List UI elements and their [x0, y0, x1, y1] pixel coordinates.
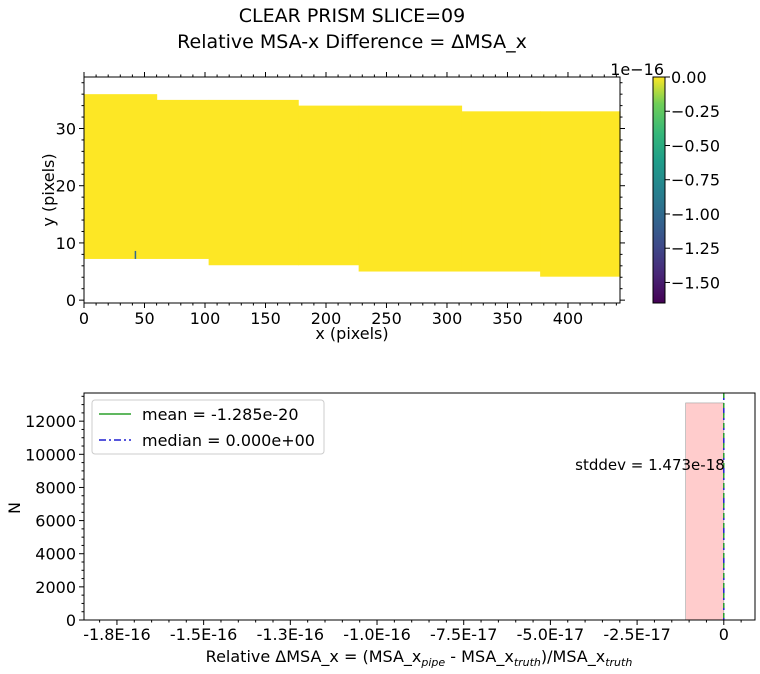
figure-title-line2: Relative MSA-x Difference = ΔMSA_x [177, 31, 527, 53]
histogram-x-tick-label: -1.3E-16 [257, 625, 324, 644]
heatmap-segment-5 [461, 111, 541, 272]
colorbar-ticks: 0.00 −0.25 −0.50 −0.75 −1.00 −1.25 −1.50 [665, 68, 720, 292]
histogram-legend: mean = -1.285e-20 median = 0.000e+00 [91, 399, 325, 455]
heatmap-x-tick-label: 50 [134, 309, 154, 328]
colorbar-gradient [652, 76, 666, 304]
heatmap-x-label: x (pixels) [315, 324, 388, 343]
xlabel-sub1: pipe [420, 656, 445, 669]
xlabel-main: Relative ΔMSA_x = (MSA_x [206, 647, 422, 667]
histogram-x-tick-label: -1.0E-16 [343, 625, 410, 644]
colorbar-tick-label: 0.00 [671, 68, 707, 87]
colorbar: 0.00 −0.25 −0.50 −0.75 −1.00 −1.25 −1.50 1e−16 [610, 60, 720, 304]
histogram-x-label: Relative ΔMSA_x = (MSA_xpipe - MSA_xtrut… [206, 647, 633, 669]
heatmap-panel: 0 50 100 150 200 250 300 350 400 0 10 20 30 x (pixe… [39, 72, 625, 343]
colorbar-tick-label: −1.50 [671, 273, 720, 292]
heatmap-x-ticks: 0 50 100 150 200 250 300 350 400 [79, 72, 617, 328]
heatmap-x-tick-label: 400 [553, 309, 584, 328]
heatmap-x-tick-label: 100 [190, 309, 221, 328]
xlabel-sub3: truth [605, 656, 632, 669]
legend-box [91, 399, 325, 455]
heatmap-y-tick-label: 30 [56, 119, 76, 138]
heatmap-y-ticks: 0 10 20 30 [56, 82, 625, 310]
heatmap-segment-2 [208, 99, 299, 266]
histogram-panel: -1.8E-16 -1.5E-16 -1.3E-16 -1.0E-16 -7.5E-17… [5, 392, 756, 669]
histogram-y-tick-label: 6000 [35, 512, 76, 531]
xlabel-tail: )/MSA_x [541, 647, 605, 667]
figure-title-line1: CLEAR PRISM SLICE=09 [239, 5, 465, 27]
legend-median-label: median = 0.000e+00 [142, 431, 315, 450]
heatmap-segment-4 [358, 105, 463, 272]
histogram-y-tick-label: 10000 [25, 445, 76, 464]
histogram-x-ticks: -1.8E-16 -1.5E-16 -1.3E-16 -1.0E-16 -7.5E-17… [83, 620, 742, 644]
histogram-x-tick-label: -1.8E-16 [83, 625, 150, 644]
legend-mean-label: mean = -1.285e-20 [142, 405, 299, 424]
colorbar-tick-label: −0.50 [671, 136, 720, 155]
histogram-bar-0 [685, 402, 725, 621]
stddev-annotation: stddev = 1.473e-18 [575, 456, 725, 474]
heatmap-frame [83, 76, 621, 304]
histogram-y-tick-label: 12000 [25, 412, 76, 431]
histogram-y-ticks: 0 2000 4000 6000 8000 10000 12000 [25, 395, 84, 630]
heatmap-y-label: y (pixels) [39, 153, 58, 226]
histogram-y-tick-label: 2000 [35, 578, 76, 597]
colorbar-tick-label: −0.25 [671, 102, 720, 121]
histogram-y-label: N [5, 502, 24, 514]
heatmap-x-tick-label: 150 [250, 309, 281, 328]
heatmap-x-tick-label: 0 [79, 309, 89, 328]
histogram-y-tick-label: 8000 [35, 478, 76, 497]
heatmap-segment-6 [540, 111, 621, 277]
histogram-x-tick-label: 0 [719, 625, 729, 644]
heatmap-fill-group [84, 94, 621, 277]
colorbar-tick-label: −1.00 [671, 205, 720, 224]
heatmap-segment-3 [298, 105, 360, 266]
heatmap-x-tick-label: 200 [311, 309, 342, 328]
xlabel-sub2: truth [514, 656, 541, 669]
histogram-frame [83, 392, 756, 621]
histogram-x-tick-label: -5.0E-17 [517, 625, 584, 644]
heatmap-x-tick-label: 350 [492, 309, 523, 328]
xlabel-mid: - MSA_x [445, 647, 514, 667]
histogram-x-tick-label: -1.5E-16 [170, 625, 237, 644]
colorbar-offset-label: 1e−16 [610, 60, 664, 79]
heatmap-y-tick-label: 10 [56, 234, 76, 253]
heatmap-x-tick-label: 300 [432, 309, 463, 328]
histogram-y-tick-label: 4000 [35, 545, 76, 564]
heatmap-x-tick-label: 250 [371, 309, 402, 328]
histogram-y-tick-label: 0 [66, 611, 76, 630]
heatmap-y-tick-label: 0 [66, 291, 76, 310]
histogram-x-tick-label: -2.5E-17 [603, 625, 670, 644]
colorbar-tick-label: −1.25 [671, 239, 720, 258]
histogram-bars [685, 402, 725, 621]
heatmap-segment-0 [84, 94, 158, 259]
heatmap-segment-1 [156, 99, 210, 259]
colorbar-tick-label: −0.75 [671, 171, 720, 190]
heatmap-y-tick-label: 20 [56, 177, 76, 196]
histogram-x-tick-label: -7.5E-17 [430, 625, 497, 644]
